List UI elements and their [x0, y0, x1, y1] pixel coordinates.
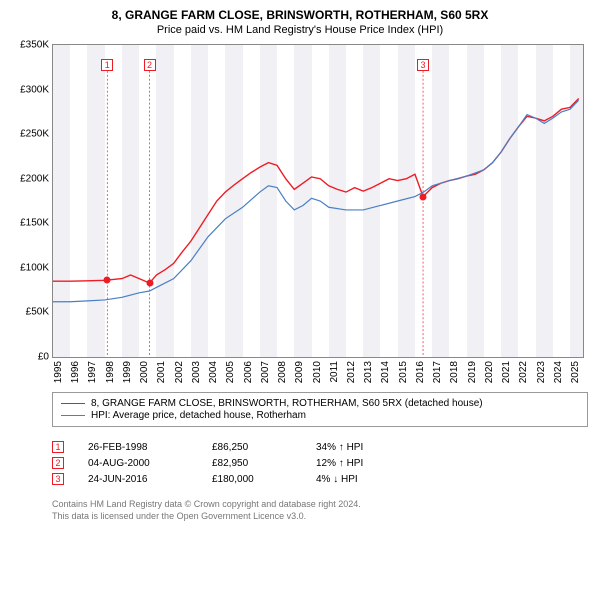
legend-row: HPI: Average price, detached house, Roth…	[61, 410, 579, 421]
x-axis-label: 1998	[105, 361, 116, 383]
sale-date: 04-AUG-2000	[88, 458, 188, 469]
x-axis-label: 2011	[329, 361, 340, 383]
y-axis-label: £300K	[20, 84, 49, 95]
x-axis-label: 1996	[70, 361, 81, 383]
y-axis-label: £0	[38, 352, 49, 363]
x-axis-label: 2008	[277, 361, 288, 383]
y-axis-label: £200K	[20, 173, 49, 184]
legend-label: 8, GRANGE FARM CLOSE, BRINSWORTH, ROTHER…	[91, 398, 483, 409]
x-axis-label: 1999	[122, 361, 133, 383]
sale-dot	[104, 277, 111, 284]
sale-marker-icon: 3	[52, 473, 64, 485]
chart-area: £0£50K£100K£150K£200K£250K£300K£350K1995…	[52, 44, 584, 384]
annotation-marker: 2	[144, 59, 156, 71]
legend-swatch	[61, 403, 85, 404]
x-axis-label: 2010	[312, 361, 323, 383]
chart-subtitle: Price paid vs. HM Land Registry's House …	[12, 24, 588, 36]
x-axis-label: 2002	[174, 361, 185, 383]
sale-date: 24-JUN-2016	[88, 474, 188, 485]
x-axis-label: 1995	[53, 361, 64, 383]
x-axis-label: 2025	[570, 361, 581, 383]
sale-price: £86,250	[212, 442, 292, 453]
sale-price: £82,950	[212, 458, 292, 469]
sale-pct: 34% ↑ HPI	[316, 442, 363, 453]
x-axis-label: 2015	[398, 361, 409, 383]
sale-row: 2 04-AUG-2000 £82,950 12% ↑ HPI	[52, 457, 588, 469]
x-axis-label: 2018	[449, 361, 460, 383]
sale-marker-icon: 1	[52, 441, 64, 453]
y-axis-label: £150K	[20, 218, 49, 229]
x-axis-label: 2006	[243, 361, 254, 383]
y-axis-label: £350K	[20, 40, 49, 51]
plot-area: £0£50K£100K£150K£200K£250K£300K£350K1995…	[52, 44, 584, 358]
series-line	[53, 100, 579, 302]
x-axis-label: 2012	[346, 361, 357, 383]
legend: 8, GRANGE FARM CLOSE, BRINSWORTH, ROTHER…	[52, 392, 588, 427]
annotation-marker: 3	[417, 59, 429, 71]
x-axis-label: 2020	[484, 361, 495, 383]
sales-table: 1 26-FEB-1998 £86,250 34% ↑ HPI 2 04-AUG-2000…	[52, 437, 588, 489]
x-axis-label: 2021	[501, 361, 512, 383]
attribution-line-2: This data is licensed under the Open Gov…	[52, 511, 588, 523]
x-axis-label: 2014	[380, 361, 391, 383]
x-axis-label: 2022	[518, 361, 529, 383]
x-axis-label: 2001	[156, 361, 167, 383]
legend-label: HPI: Average price, detached house, Roth…	[91, 410, 306, 421]
x-axis-label: 1997	[87, 361, 98, 383]
x-axis-label: 2019	[467, 361, 478, 383]
sale-dot	[146, 280, 153, 287]
x-axis-label: 2017	[432, 361, 443, 383]
x-axis-label: 2005	[225, 361, 236, 383]
chart-title: 8, GRANGE FARM CLOSE, BRINSWORTH, ROTHER…	[12, 8, 588, 22]
x-axis-label: 2000	[139, 361, 150, 383]
legend-swatch	[61, 415, 85, 416]
legend-row: 8, GRANGE FARM CLOSE, BRINSWORTH, ROTHER…	[61, 398, 579, 409]
x-axis-label: 2016	[415, 361, 426, 383]
x-axis-label: 2023	[536, 361, 547, 383]
sale-price: £180,000	[212, 474, 292, 485]
sale-dot	[420, 193, 427, 200]
x-axis-label: 2007	[260, 361, 271, 383]
y-axis-label: £100K	[20, 262, 49, 273]
y-axis-label: £250K	[20, 129, 49, 140]
chart-svg	[53, 45, 583, 357]
series-line	[53, 98, 579, 283]
chart-container: 8, GRANGE FARM CLOSE, BRINSWORTH, ROTHER…	[0, 0, 600, 590]
sale-row: 1 26-FEB-1998 £86,250 34% ↑ HPI	[52, 441, 588, 453]
sale-marker-icon: 2	[52, 457, 64, 469]
x-axis-label: 2013	[363, 361, 374, 383]
title-block: 8, GRANGE FARM CLOSE, BRINSWORTH, ROTHER…	[12, 8, 588, 36]
sale-row: 3 24-JUN-2016 £180,000 4% ↓ HPI	[52, 473, 588, 485]
attribution: Contains HM Land Registry data © Crown c…	[52, 499, 588, 522]
x-axis-label: 2004	[208, 361, 219, 383]
annotation-marker: 1	[101, 59, 113, 71]
attribution-line-1: Contains HM Land Registry data © Crown c…	[52, 499, 588, 511]
x-axis-label: 2024	[553, 361, 564, 383]
x-axis-label: 2003	[191, 361, 202, 383]
sale-pct: 4% ↓ HPI	[316, 474, 358, 485]
sale-date: 26-FEB-1998	[88, 442, 188, 453]
y-axis-label: £50K	[26, 307, 49, 318]
sale-pct: 12% ↑ HPI	[316, 458, 363, 469]
x-axis-label: 2009	[294, 361, 305, 383]
